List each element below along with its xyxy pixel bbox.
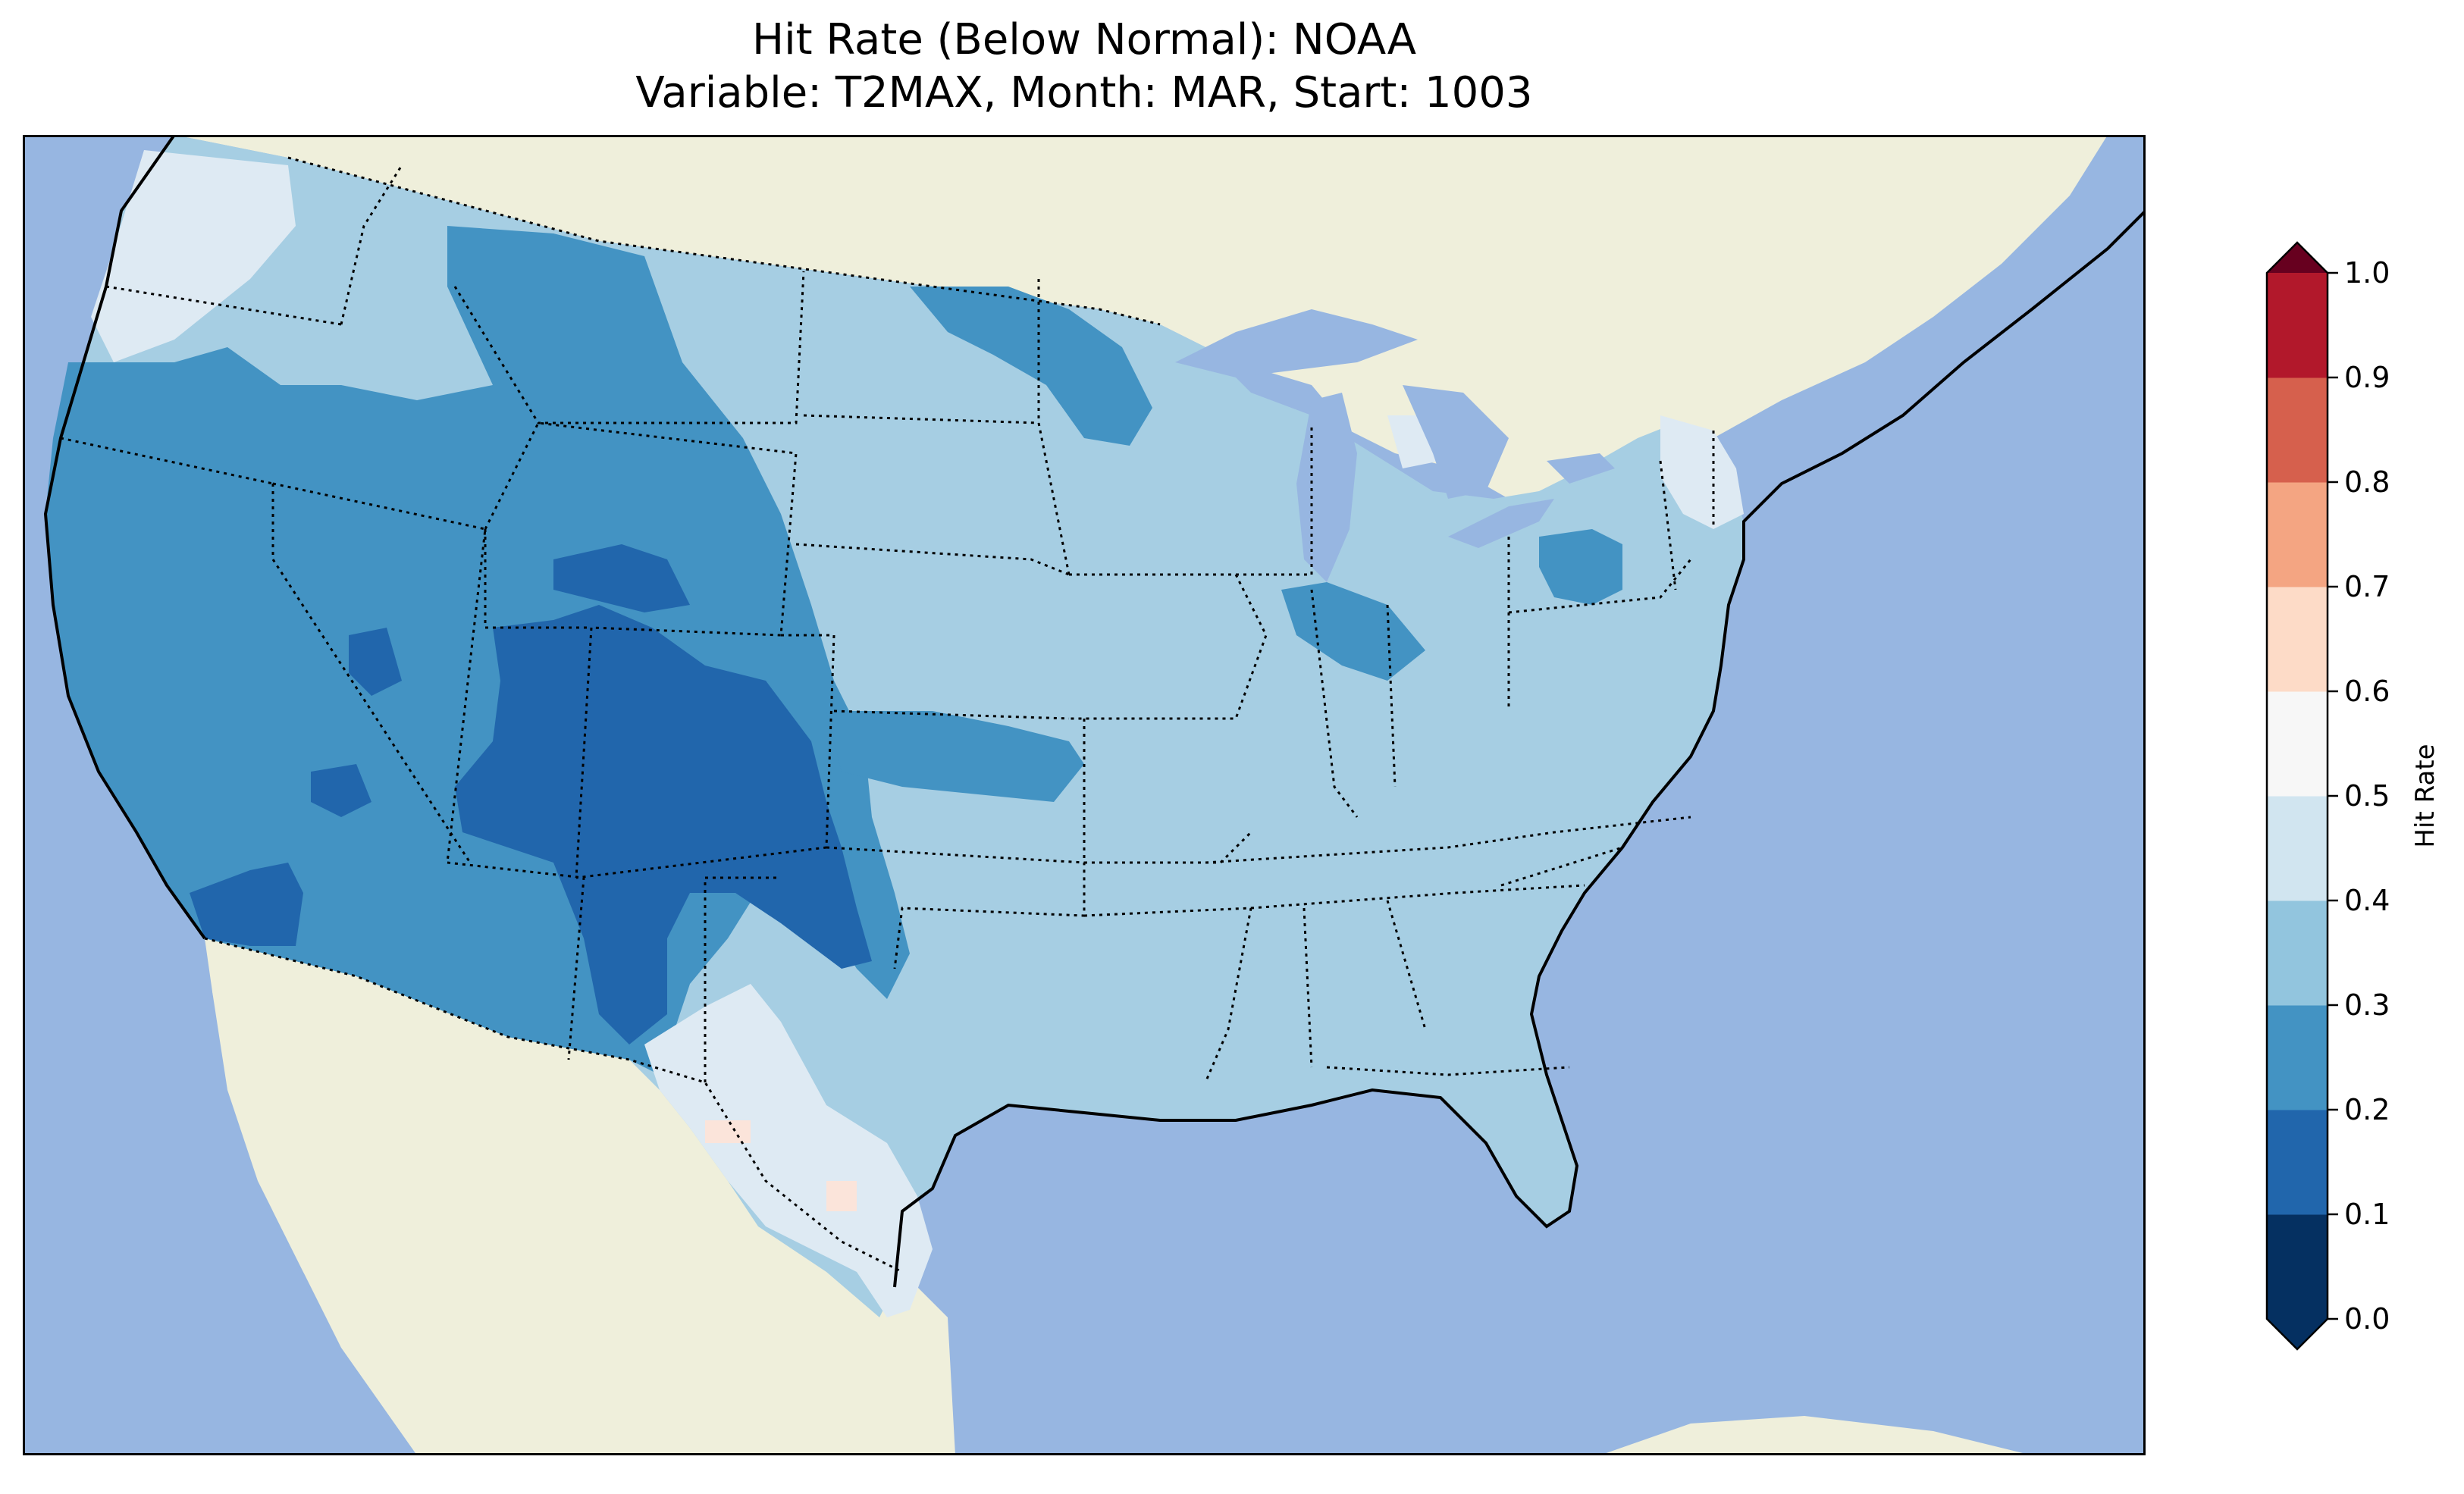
colorbar-swatch (2267, 1110, 2328, 1215)
state-borders (60, 156, 1715, 1273)
border-nd-sd (803, 414, 1039, 424)
border-wa-or (105, 285, 342, 326)
border-sd-ne (795, 543, 1070, 576)
border-new-england (1659, 431, 1715, 590)
border-mn (1037, 279, 1071, 575)
field-northeast-light (1660, 415, 1744, 529)
colorbar-tick-label: 0.3 (2344, 988, 2390, 1022)
border-co-ks (575, 634, 835, 879)
colorbar-tick-label: 0.9 (2344, 361, 2390, 394)
colorbar-label: Hit Rate (2410, 744, 2440, 847)
border-ar-la (1083, 907, 1252, 1083)
colorbar-tick-label: 0.2 (2344, 1093, 2390, 1126)
colorbar-swatch (2267, 1005, 2328, 1110)
us-mexico-border (204, 937, 903, 1273)
canada-land (174, 135, 2108, 499)
lake-huron (1403, 385, 1509, 499)
field-four-corners-dark (455, 605, 872, 1045)
coastline-west (43, 135, 206, 940)
field-texas-light (644, 984, 933, 1317)
field-socal-dark (190, 863, 303, 946)
border-ne-ks (833, 709, 1070, 720)
colorbar-ticks: 0.0 0.1 0.2 0.3 0.4 0.5 0.6 0.7 0.8 0.9 1.0 (2328, 256, 2390, 1336)
colorbar-tick-label: 0.0 (2344, 1302, 2390, 1336)
map-frame (23, 135, 2146, 1455)
colorbar-tick-label: 0.5 (2344, 779, 2390, 813)
us-canada-border (287, 156, 1161, 326)
colorbar-tick-label: 0.7 (2344, 570, 2390, 603)
colorbar-swatch (2267, 273, 2328, 378)
border-tn-south (1250, 884, 1585, 910)
baja-peninsula (212, 991, 432, 1424)
colorbar-tick-label: 1.0 (2344, 256, 2390, 290)
map-subtitle: Variable: T2MAX, Month: MAR, Start: 1003 (635, 68, 1533, 117)
border-wi (1236, 423, 1313, 576)
colorbar-swatches (2267, 273, 2328, 1320)
border-ut-co (484, 529, 593, 879)
field-texas-peach-1 (705, 1120, 751, 1143)
border-wy (484, 421, 798, 637)
colorbar-extend-min (2267, 1319, 2328, 1349)
lake-superior (1175, 309, 1418, 377)
border-ny-pa (1508, 559, 1692, 614)
colorbar-swatch (2267, 482, 2328, 587)
border-in-oh (1386, 604, 1397, 788)
cuba-land (1600, 1416, 2032, 1455)
border-ga-fl (1326, 1066, 1570, 1076)
field-texas-peach-2 (826, 1181, 857, 1211)
field-wyoming-dark (553, 544, 690, 612)
colorbar-tick-label: 0.8 (2344, 465, 2390, 499)
colorbar-tick-label: 0.4 (2344, 884, 2390, 917)
field-illinois-blob (1281, 582, 1425, 681)
colorbar-swatch (2267, 691, 2328, 797)
field-utah-dark (349, 628, 402, 696)
border-nv-ut (272, 482, 487, 863)
map-title: Hit Rate (Below Normal): NOAA (751, 15, 1417, 64)
border-mo (1083, 719, 1252, 864)
map-panel (23, 135, 2146, 1455)
colorbar: 0.0 0.1 0.2 0.3 0.4 0.5 0.6 0.7 0.8 0.9 1.0 Hit Ra… (2265, 241, 2440, 1351)
colorbar-swatch (2267, 587, 2328, 692)
colorbar-extend-max (2267, 243, 2328, 273)
border-il-in (1310, 589, 1359, 818)
border-tx-nm (704, 876, 781, 1082)
field-pennsylvania-blob (1539, 529, 1622, 605)
field-nevada-dark (311, 764, 371, 817)
field-pnw-light (91, 150, 296, 362)
border-id-west (340, 164, 403, 325)
colorbar-swatch (2267, 377, 2328, 483)
field-dakotas-band (910, 287, 1152, 446)
colorbar-swatch (2267, 900, 2328, 1006)
colorbar-swatch (2267, 796, 2328, 901)
border-ky-tn (1205, 816, 1691, 864)
border-or-ca (60, 437, 274, 485)
colorbar-tick-label: 0.1 (2344, 1198, 2390, 1231)
coastline-gulf (893, 209, 2146, 1288)
border-sc-nc (1500, 846, 1623, 887)
border-nv-ca (271, 484, 472, 863)
colorbar-tick-label: 0.6 (2344, 675, 2390, 708)
lake-erie (1448, 499, 1554, 548)
field-kansas-band (826, 711, 1084, 802)
colorbar-swatch (2267, 1214, 2328, 1320)
lake-ontario (1547, 453, 1615, 484)
border-mt (453, 271, 805, 424)
